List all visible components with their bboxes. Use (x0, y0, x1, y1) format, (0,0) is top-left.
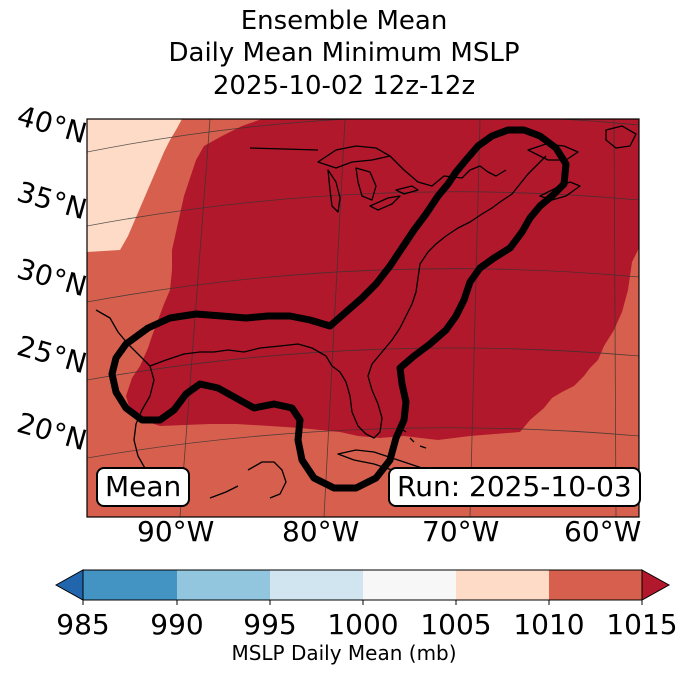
map-frame (86, 118, 640, 518)
lat-label-30n: 30°N (13, 252, 90, 303)
lake-huron (355, 167, 377, 201)
colorbar-tick-990: 990 (150, 608, 203, 640)
map-area (87, 119, 639, 517)
lat-label-20n: 20°N (13, 406, 90, 457)
coastlines (95, 125, 637, 499)
title-line-3: 2025-10-02 12z-12z (212, 71, 476, 101)
colorbar-tick-1015: 1015 (606, 608, 677, 640)
lon-label-90w: 90°W (137, 515, 214, 548)
lon-label-70w: 70°W (422, 515, 499, 548)
lake-ontario (395, 185, 419, 195)
colorbar-tick-1010: 1010 (513, 608, 584, 640)
meridian-90w (179, 119, 211, 517)
colorbar-tick-985: 985 (56, 608, 109, 640)
colorbar-bin-985-990 (83, 570, 177, 600)
colorbar-extend-high (641, 569, 671, 601)
lat-label-35n: 35°N (13, 175, 90, 226)
colorbar-tick-1000: 1000 (327, 608, 398, 640)
title-line-1: Ensemble Mean (240, 6, 448, 36)
parallel-30n (87, 268, 639, 303)
meridian-60w (613, 119, 617, 517)
colorbar-bin-1010-1015 (549, 570, 642, 600)
mean-badge: Mean (96, 467, 191, 507)
colorbar-bin-1000-1005 (363, 570, 456, 600)
colorbar-bin-995-1000 (270, 570, 363, 600)
colorbar: 985 990 995 1000 1005 1010 1015 (54, 569, 678, 640)
us-canada-border (249, 147, 507, 187)
run-date-badge: Run: 2025-10-03 (388, 467, 641, 507)
colorbar-tick-1005: 1005 (420, 608, 491, 640)
meridian-70w (469, 119, 481, 517)
title-line-2: Daily Mean Minimum MSLP (168, 38, 520, 68)
yucatan-coast (209, 461, 287, 499)
lon-label-60w: 60°W (564, 515, 641, 548)
lon-label-80w: 80°W (282, 515, 359, 548)
map-figure: 40°N 35°N 30°N 25°N 20°N 90°W 80°W 70°W … (13, 99, 641, 548)
pressure-field-1000-1005 (87, 119, 182, 252)
colorbar-tick-995: 995 (243, 608, 296, 640)
colorbar-bin-990-995 (177, 570, 270, 600)
colorbar-title: MSLP Daily Mean (mb) (231, 641, 457, 665)
lake-michigan (327, 169, 341, 213)
gulf-coast (95, 155, 547, 481)
lat-label-25n: 25°N (13, 329, 90, 380)
newfoundland (605, 125, 637, 149)
colorbar-extend-low (54, 569, 84, 601)
lake-erie (369, 195, 401, 211)
parallel-25n (87, 347, 639, 381)
lat-label-40n: 40°N (13, 99, 90, 150)
min-mslp-contour (108, 126, 570, 492)
colorbar-ticks (82, 600, 643, 605)
colorbar-bin-1005-1010 (456, 570, 549, 600)
